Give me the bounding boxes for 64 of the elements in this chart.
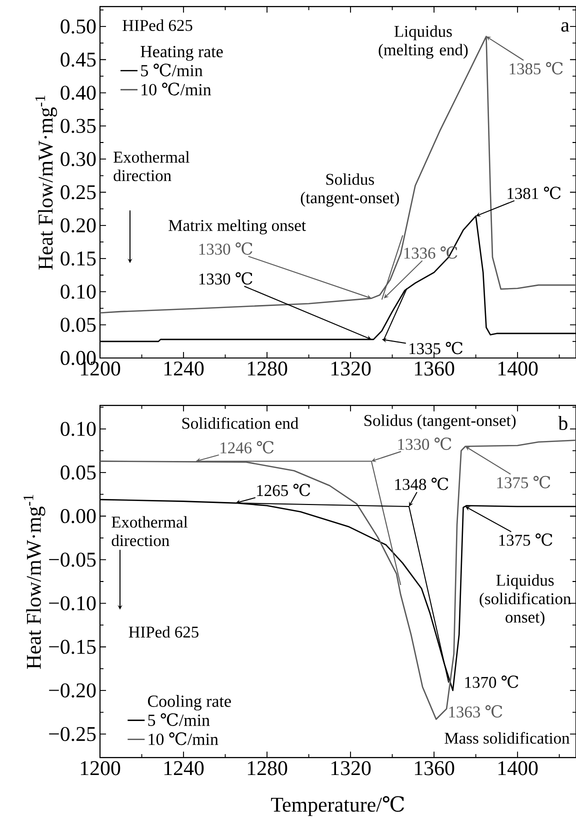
annotation: Exothermal direction	[112, 516, 188, 546]
y-tick-label: 0.30	[60, 152, 96, 166]
legend-label: 10 ℃/min	[148, 732, 218, 746]
annotation: HIPed 625	[128, 626, 198, 638]
x-tick-label: 1280	[248, 761, 288, 776]
legend-title: Cooling rate	[148, 695, 231, 710]
annotation: 1375 ℃	[499, 533, 552, 546]
y-tick-label: −0.25	[49, 726, 96, 742]
legend-label: 10 ℃/min	[142, 82, 212, 96]
annotation: Liquidus (solidification onset)	[480, 574, 571, 626]
y-tick-label: 0.20	[60, 218, 96, 232]
y-tick-label: 0.15	[60, 251, 96, 266]
x-tick-label: 1320	[331, 761, 371, 776]
x-tick-label: 1360	[414, 362, 454, 376]
annotation: Solidification end	[182, 417, 298, 429]
y-tick-label: 0.00	[60, 509, 96, 524]
annotation: a	[561, 22, 570, 32]
x-tick-label: 1400	[498, 362, 538, 376]
annotation: 1348 ℃	[395, 478, 448, 490]
y-axis-title: Heat Flow/mW·mg$^{-1}$	[24, 494, 46, 669]
annotation: 1330 ℃	[199, 272, 252, 285]
annotation: Matrix melting onset	[168, 219, 306, 234]
annotation: Exothermal direction	[114, 151, 190, 182]
y-tick-label: −0.15	[49, 640, 96, 654]
x-tick-label: 1320	[331, 362, 371, 376]
y-tick-label: −0.20	[49, 683, 96, 698]
annotation: 1265 ℃	[257, 484, 310, 496]
y-tick-label: −0.10	[49, 596, 96, 610]
x-tick-label: 1200	[80, 761, 120, 776]
annotation: 1381 ℃	[508, 186, 561, 200]
annotation: 1330 ℃	[199, 242, 252, 255]
y-tick-label: 0.10	[60, 422, 96, 436]
annotation: Liquidus (melting end)	[378, 25, 468, 59]
annotation: 1370 ℃	[465, 676, 518, 688]
x-tick-label: 1400	[498, 761, 538, 776]
y-tick-label: 0.25	[60, 185, 96, 200]
y-tick-label: 0.50	[60, 19, 96, 34]
y-tick-label: −0.05	[49, 552, 96, 567]
annotation: 1335 ℃	[410, 342, 462, 354]
x-tick-label: 1280	[248, 362, 288, 376]
x-tick-label: 1360	[414, 761, 454, 776]
legend-title: Heating rate	[140, 46, 223, 61]
legend-label: 5 ℃/min	[148, 713, 210, 726]
x-axis-title: Temperature/℃	[271, 796, 404, 816]
legend-label: 5 ℃/min	[141, 64, 203, 76]
annotation: 1246 ℃	[220, 441, 274, 454]
annotation: HIPed 625	[122, 19, 192, 31]
annotation: 1330 ℃	[398, 438, 452, 450]
y-tick-label: 0.35	[60, 118, 96, 134]
annotation: Solidus (tangent-onset)	[300, 173, 399, 207]
y-tick-label: 0.45	[60, 52, 96, 67]
y-tick-label: 0.05	[60, 465, 96, 480]
annotation: Solidus (tangent-onset)	[364, 414, 516, 430]
y-axis-title: Heat Flow/mW·mg$^{-1}$	[35, 96, 58, 270]
y-tick-label: 0.05	[60, 318, 96, 332]
annotation: 1375 ℃	[497, 476, 550, 488]
annotation: Mass solidification	[444, 732, 570, 744]
y-tick-label: 0.10	[60, 284, 96, 299]
annotation: b	[558, 416, 568, 430]
annotation: 1385 ℃	[510, 62, 563, 74]
y-tick-label: 0.40	[60, 86, 96, 100]
x-tick-label: 1240	[164, 761, 204, 776]
annotation: 1363 ℃	[449, 705, 502, 718]
x-tick-label: 1240	[164, 362, 204, 376]
